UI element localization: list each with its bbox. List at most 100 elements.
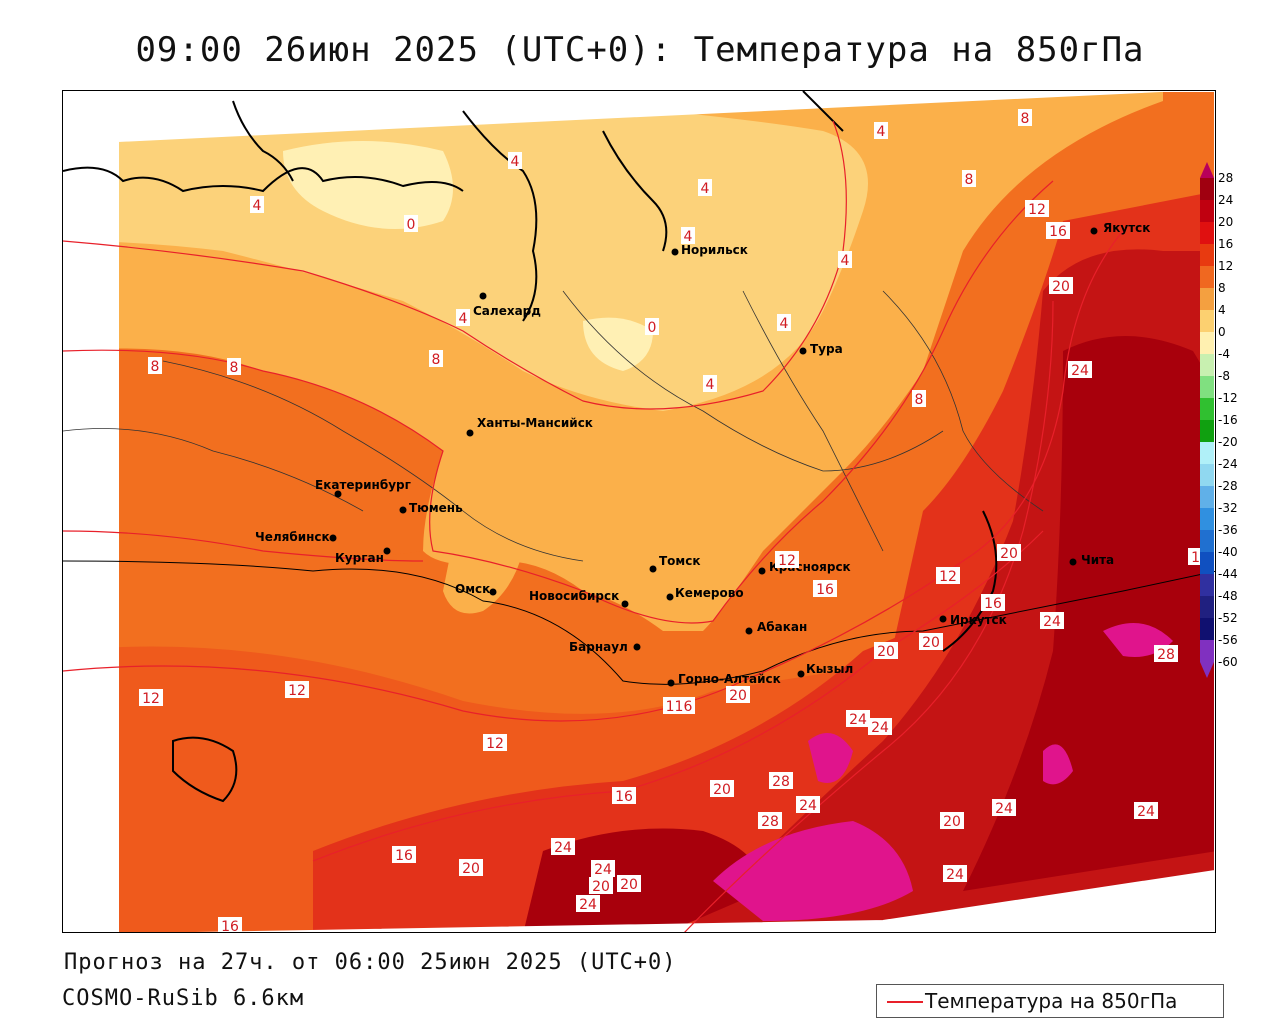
scale-tick-label: -52 — [1218, 611, 1238, 625]
scale-swatch — [1200, 200, 1214, 222]
isotherm-labels: 4 0 4 4 4 8 4 4 4 4 8 0 4 8 8 12 16 20 2… — [139, 109, 1212, 933]
contour-label: 24 — [995, 801, 1013, 817]
contour-label: 8 — [965, 172, 974, 188]
forecast-info: Прогноз на 27ч. от 06:00 25июн 2025 (UTC… — [64, 950, 677, 975]
model-name: COSMO-RuSib 6.6км — [62, 986, 305, 1011]
contour-label: 12 — [1028, 202, 1046, 218]
contour-label: 24 — [1043, 614, 1061, 630]
contour-label: 24 — [1071, 363, 1089, 379]
scale-swatch — [1200, 266, 1214, 288]
scale-tick-label: -44 — [1218, 567, 1238, 581]
city-norilsk: Норильск — [681, 243, 748, 257]
contour-label: 4 — [511, 154, 520, 170]
contour-label: 24 — [594, 862, 612, 878]
city-markers: Якутск Норильск Салехард Тура Ханты-Манс… — [255, 221, 1150, 687]
scale-tick-label: -28 — [1218, 479, 1238, 493]
scale-swatch — [1200, 552, 1214, 574]
contour-label: 16 — [1049, 224, 1067, 240]
scale-tick-label: -36 — [1218, 523, 1238, 537]
legend-label: Температура на 850гПа — [925, 989, 1178, 1013]
scale-swatch — [1200, 486, 1214, 508]
contour-label: 20 — [1000, 546, 1018, 562]
scale-swatch — [1200, 332, 1214, 354]
scale-swatch — [1200, 574, 1214, 596]
color-scale: 28 24 20 16 12 8 4 0 -4 -8 -12 -16 -20 -24 -28 -32 -36 -4… — [1198, 160, 1278, 690]
contour-label: 8 — [915, 392, 924, 408]
city-yekaterinburg: Екатеринбург — [315, 478, 411, 492]
city-kemerovo: Кемерово — [675, 586, 744, 600]
contour-label: 4 — [877, 124, 886, 140]
scale-tick-label: 0 — [1218, 325, 1226, 339]
contour-label: 24 — [946, 867, 964, 883]
contour-label: 12 — [288, 683, 306, 699]
contour-label: 4 — [459, 311, 468, 327]
scale-tick-label: 28 — [1218, 171, 1233, 185]
legend: Температура на 850гПа — [876, 984, 1224, 1018]
scale-swatch — [1200, 354, 1214, 376]
contour-label: 24 — [579, 897, 597, 913]
scale-swatch — [1200, 310, 1214, 332]
scale-tick-label: -4 — [1218, 347, 1230, 361]
scale-bottom-arrow — [1200, 662, 1214, 678]
contour-label: 12 — [486, 736, 504, 752]
contour-label: 4 — [253, 198, 262, 214]
contour-label: 24 — [799, 798, 817, 814]
scale-swatch — [1200, 420, 1214, 442]
scale-swatch — [1200, 376, 1214, 398]
scale-tick-label: 12 — [1218, 259, 1233, 273]
coastlines-and-borders — [63, 91, 1215, 803]
contour-label: 8 — [432, 352, 441, 368]
scale-swatch — [1200, 288, 1214, 310]
contour-label: 12 — [939, 569, 957, 585]
map-panel: Якутск Норильск Салехард Тура Ханты-Манс… — [62, 90, 1216, 933]
city-kurgan: Курган — [335, 551, 384, 565]
scale-swatch — [1200, 442, 1214, 464]
scale-swatch — [1200, 178, 1214, 200]
contour-label: 20 — [729, 688, 747, 704]
scale-tick-label: -20 — [1218, 435, 1238, 449]
contour-label: 4 — [684, 229, 693, 245]
contour-label: 8 — [230, 360, 239, 376]
contour-label: 8 — [151, 359, 160, 375]
scale-tick-label: 8 — [1218, 281, 1226, 295]
contour-label: 16 — [221, 919, 239, 933]
scale-top-arrow — [1200, 162, 1214, 178]
scale-swatch — [1200, 530, 1214, 552]
contour-label: 12 — [778, 553, 796, 569]
color-scale-bar: 28 24 20 16 12 8 4 0 -4 -8 -12 -16 -20 -24 -28 -32 -36 -4… — [1200, 162, 1238, 678]
contour-label: 4 — [841, 253, 850, 269]
city-barnaul: Барнаул — [569, 640, 628, 654]
scale-swatch — [1200, 596, 1214, 618]
city-khanty-mansiysk: Ханты-Мансийск — [477, 416, 593, 430]
scale-tick-label: -56 — [1218, 633, 1238, 647]
scale-tick-label: -16 — [1218, 413, 1238, 427]
temperature-map: Якутск Норильск Салехард Тура Ханты-Манс… — [63, 91, 1215, 933]
scale-tick-label: -12 — [1218, 391, 1238, 405]
contour-label: 4 — [780, 316, 789, 332]
scale-tick-label: -8 — [1218, 369, 1230, 383]
contour-label: 8 — [1021, 111, 1030, 127]
scale-swatch — [1200, 464, 1214, 486]
city-yakutsk: Якутск — [1103, 221, 1150, 235]
contour-label: 0 — [407, 217, 416, 233]
scale-tick-label: 16 — [1218, 237, 1233, 251]
temperature-field — [118, 91, 1215, 932]
contour-label: 4 — [701, 181, 710, 197]
contour-label: 24 — [1137, 804, 1155, 820]
contour-label: 20 — [922, 635, 940, 651]
contour-label: 28 — [772, 774, 790, 790]
contour-label: 24 — [849, 712, 867, 728]
city-kyzyl: Кызыл — [806, 662, 853, 676]
scale-swatch — [1200, 398, 1214, 420]
city-chelyabinsk: Челябинск — [255, 530, 330, 544]
scale-tick-label: -32 — [1218, 501, 1238, 515]
contour-label: 4 — [706, 377, 715, 393]
scale-tick-label: -48 — [1218, 589, 1238, 603]
city-novosibirsk: Новосибирск — [529, 589, 619, 603]
scale-swatch — [1200, 222, 1214, 244]
scale-tick-label: 20 — [1218, 215, 1233, 229]
city-gorno-altaysk: Горно-Алтайск — [678, 672, 781, 686]
city-omsk: Омск — [455, 582, 490, 596]
contour-label: 28 — [1157, 647, 1175, 663]
contour-label: 20 — [592, 879, 610, 895]
